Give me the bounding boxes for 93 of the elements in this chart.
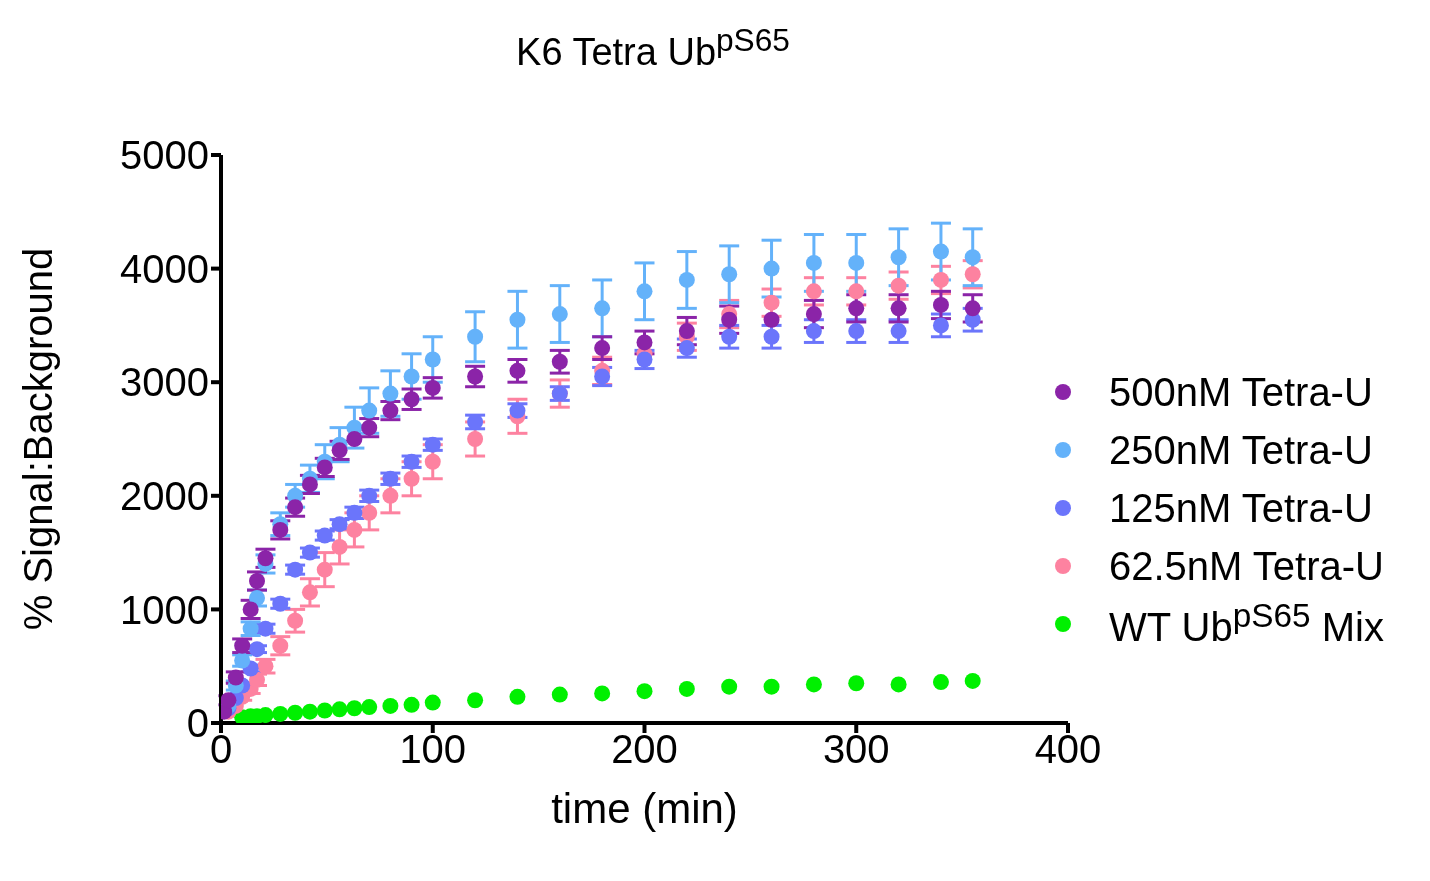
- point: [403, 368, 420, 385]
- point: [805, 254, 822, 271]
- point: [763, 678, 780, 695]
- point: [301, 703, 318, 720]
- point: [721, 311, 738, 328]
- point: [272, 705, 289, 722]
- point: [848, 300, 865, 317]
- point: [551, 306, 568, 323]
- point: [331, 538, 348, 555]
- point: [890, 676, 907, 693]
- point: [964, 249, 981, 266]
- x-tick-label: 200: [611, 727, 678, 772]
- point: [509, 311, 526, 328]
- point: [316, 459, 333, 476]
- x-axis-title: time (min): [551, 785, 738, 832]
- y-tick-label: 1000: [120, 587, 209, 632]
- point: [678, 271, 695, 288]
- point: [805, 323, 822, 340]
- point: [932, 271, 949, 288]
- point: [932, 317, 949, 334]
- point: [403, 696, 420, 713]
- point: [424, 453, 441, 470]
- point: [848, 254, 865, 271]
- point: [467, 692, 484, 709]
- point: [721, 328, 738, 345]
- point: [346, 431, 363, 447]
- point: [331, 701, 348, 718]
- point: [932, 674, 949, 691]
- point: [636, 283, 653, 300]
- legend-label: 250nM Tetra-U: [1109, 427, 1373, 473]
- y-tick-label: 2000: [120, 474, 209, 518]
- point: [403, 470, 420, 487]
- point: [301, 584, 318, 601]
- point: [805, 676, 822, 693]
- point: [678, 323, 695, 340]
- point: [316, 702, 333, 719]
- point: [594, 300, 611, 317]
- point: [361, 504, 378, 521]
- point: [964, 266, 981, 283]
- point: [346, 700, 363, 717]
- x-tick-label: 400: [1034, 727, 1102, 772]
- point: [932, 296, 949, 313]
- point: [763, 294, 780, 311]
- point: [678, 680, 695, 697]
- y-axis-title: % Signal:Background: [16, 247, 61, 631]
- point: [636, 683, 653, 700]
- point: [551, 686, 568, 703]
- point: [763, 328, 780, 345]
- point: [848, 323, 865, 340]
- point: [848, 675, 865, 692]
- point: [287, 704, 304, 721]
- point: [890, 300, 907, 317]
- point: [424, 351, 441, 368]
- point: [932, 243, 949, 260]
- point: [467, 431, 484, 447]
- point: [424, 694, 441, 711]
- point: [890, 277, 907, 294]
- point: [346, 521, 363, 538]
- point: [382, 487, 399, 504]
- point: [361, 699, 378, 716]
- point: [721, 266, 738, 283]
- x-tick-label: 300: [822, 727, 890, 772]
- point: [382, 385, 399, 402]
- legend-label: 500nM Tetra-U: [1109, 369, 1373, 415]
- point: [331, 442, 348, 459]
- point: [467, 328, 484, 345]
- y-tick-label: 3000: [120, 360, 209, 405]
- legend-label: 125nM Tetra-U: [1109, 485, 1373, 531]
- point: [763, 260, 780, 277]
- point: [509, 362, 526, 379]
- point: [964, 672, 981, 689]
- point: [509, 688, 526, 705]
- point: [594, 685, 611, 702]
- point: [287, 612, 304, 629]
- point: [964, 300, 981, 317]
- point: [763, 311, 780, 328]
- point: [805, 283, 822, 300]
- point: [594, 340, 611, 357]
- point: [551, 353, 568, 370]
- x-tick-label: 100: [399, 727, 467, 772]
- point: [890, 323, 907, 340]
- y-tick-label: 5000: [120, 133, 209, 178]
- legend-label: WT Ub$^{pS65}$ Mix: [1109, 597, 1384, 651]
- point: [848, 283, 865, 300]
- point: [805, 306, 822, 323]
- point: [382, 697, 399, 714]
- y-tick-label: 4000: [120, 246, 209, 291]
- legend-label: 62.5nM Tetra-U: [1109, 543, 1384, 589]
- point: [636, 334, 653, 351]
- point: [316, 561, 333, 578]
- chart-title: K6 Tetra Ub$^{pS65}$: [515, 22, 791, 74]
- point: [890, 249, 907, 266]
- point: [721, 678, 738, 695]
